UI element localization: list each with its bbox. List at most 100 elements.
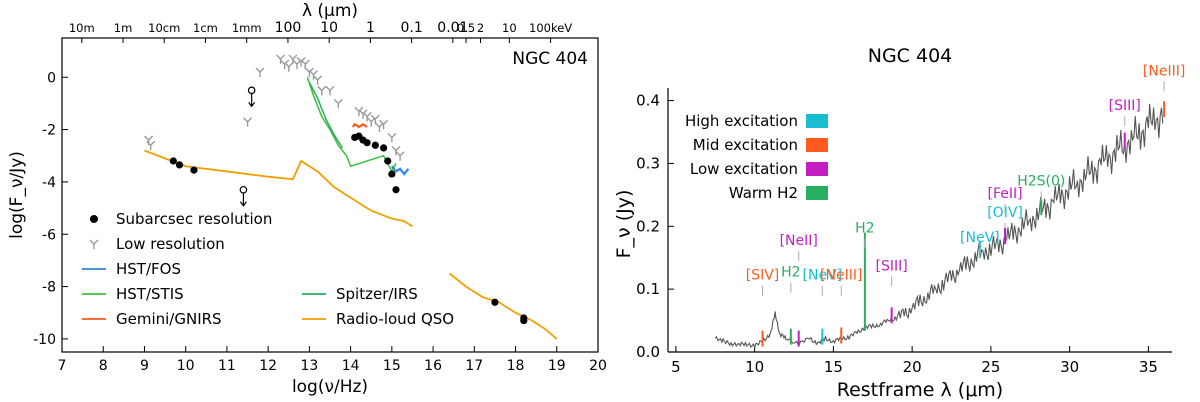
low-res-point <box>288 54 298 64</box>
series-gemini-gnirs <box>351 122 368 129</box>
y-tick-label: -10 <box>33 332 56 348</box>
x-tick-label: 11 <box>218 358 236 374</box>
low-res-point <box>284 62 294 72</box>
low-res-point <box>313 75 323 85</box>
legend-label: Low resolution <box>116 235 225 253</box>
emission-line-label: [SIII] <box>876 258 908 274</box>
x-tick-label: 16 <box>424 358 442 374</box>
legend-label: HST/STIS <box>116 285 184 303</box>
y-tick-label: 0.4 <box>636 92 660 110</box>
legend-label: HST/FOS <box>116 260 181 278</box>
emission-line-label: [SIII] <box>1109 98 1141 114</box>
top-tick-label: 2 <box>477 21 484 35</box>
legend-label: Low excitation <box>690 160 798 178</box>
upper-limit-point <box>247 86 256 95</box>
y-axis-label: F_ν (Jy) <box>613 190 635 259</box>
chart-title: NGC 404 <box>512 49 588 69</box>
emission-line-label: [SIV] <box>746 268 780 284</box>
top-tick-label: 100keV <box>529 21 572 35</box>
low-res-point <box>276 54 286 64</box>
legend-swatch <box>806 162 828 176</box>
x-tick-label: 15 <box>383 358 401 374</box>
top-tick-label: 1m <box>114 21 133 35</box>
legend-label: Warm H2 <box>729 184 798 202</box>
top-tick-label: 0.1 <box>401 20 423 36</box>
subarcsec-point <box>175 161 184 169</box>
x-tick-label: 9 <box>140 358 149 374</box>
emission-line-label: H2 <box>781 265 800 281</box>
x-tick-label: 7 <box>58 358 67 374</box>
legend-label: Spitzer/IRS <box>336 285 418 303</box>
top-tick-label: 0.5 <box>457 21 475 35</box>
low-res-point <box>146 140 156 151</box>
legend-marker-tri <box>89 239 99 249</box>
upper-limit-arrow <box>248 93 256 108</box>
top-tick-label: 1 <box>366 20 375 36</box>
low-res-point <box>391 146 401 156</box>
upper-limit-arrow <box>239 192 247 207</box>
y-tick-label: -2 <box>42 123 56 139</box>
top-tick-label: 10 <box>502 21 517 35</box>
low-res-point <box>387 132 397 143</box>
x-tick-label: 15 <box>824 358 843 376</box>
low-res-point <box>366 117 376 127</box>
y-tick-label: 0.3 <box>636 154 660 172</box>
emission-line-label: H2S(0) <box>1017 173 1065 189</box>
low-res-point <box>309 70 319 80</box>
top-axis-label: λ (μm) <box>302 1 358 21</box>
y-tick-label: -8 <box>42 280 56 296</box>
chart-title: NGC 404 <box>868 45 953 67</box>
top-tick-label: 1cm <box>193 21 218 35</box>
top-tick-label: 0.01 <box>437 20 468 36</box>
x-tick-label: 20 <box>589 358 607 374</box>
top-tick-label: 10cm <box>148 21 180 35</box>
subarcsec-point <box>169 157 177 165</box>
y-tick-label: -6 <box>42 227 56 243</box>
low-res-point <box>317 85 327 96</box>
emission-line-label: [NeV] <box>960 230 1000 246</box>
x-axis-label: Restframe λ (μm) <box>837 379 1003 401</box>
legend-swatch <box>806 138 828 152</box>
low-res-point <box>325 85 335 96</box>
subarcsec-point <box>491 298 499 306</box>
x-tick-label: 10 <box>177 358 195 374</box>
x-tick-label: 17 <box>465 358 483 374</box>
legend-label: Gemini/GNIRS <box>116 310 222 328</box>
low-res-point <box>395 151 405 161</box>
emission-line-label: H2 <box>855 221 874 237</box>
subarcsec-point <box>380 144 388 152</box>
spectrum-line <box>714 103 1164 349</box>
series-radio-loud-qso-xray <box>449 272 558 340</box>
legend-label: Radio-loud QSO <box>336 310 454 328</box>
subarcsec-point <box>371 141 379 149</box>
low-res-point <box>255 67 265 78</box>
low-res-point <box>362 112 372 122</box>
series-hst-fos <box>390 165 410 176</box>
x-tick-label: 20 <box>903 358 922 376</box>
upper-limit-point <box>239 185 248 194</box>
x-tick-label: 12 <box>259 358 277 374</box>
x-tick-label: 30 <box>1060 358 1079 376</box>
low-res-point <box>379 119 389 130</box>
top-tick-label: 10 <box>320 20 338 36</box>
top-tick-label: 1mm <box>232 21 262 35</box>
emission-line-label: [NeIII] <box>1143 63 1185 79</box>
y-tick-label: 0 <box>47 70 56 86</box>
x-tick-label: 5 <box>671 358 681 376</box>
subarcsec-point <box>392 186 400 194</box>
x-tick-label: 13 <box>300 358 318 374</box>
sed-plot: 7 8 9 10 11 12 13 14 15 16 17 18 19 200-2-4-6-8-1010m… <box>7 1 607 397</box>
subarcsec-point <box>388 170 396 178</box>
low-res-point <box>243 117 253 127</box>
subarcsec-point <box>384 157 392 165</box>
sed-frame <box>61 37 599 353</box>
emission-line-label: [NeIII] <box>820 268 862 284</box>
x-tick-label: 10 <box>745 358 764 376</box>
x-tick-label: 18 <box>507 358 525 374</box>
y-tick-label: 0.0 <box>636 343 660 361</box>
series-spitzer-irs <box>308 82 344 149</box>
low-res-point <box>333 98 343 109</box>
low-res-point <box>292 59 302 70</box>
x-tick-label: 14 <box>342 358 360 374</box>
